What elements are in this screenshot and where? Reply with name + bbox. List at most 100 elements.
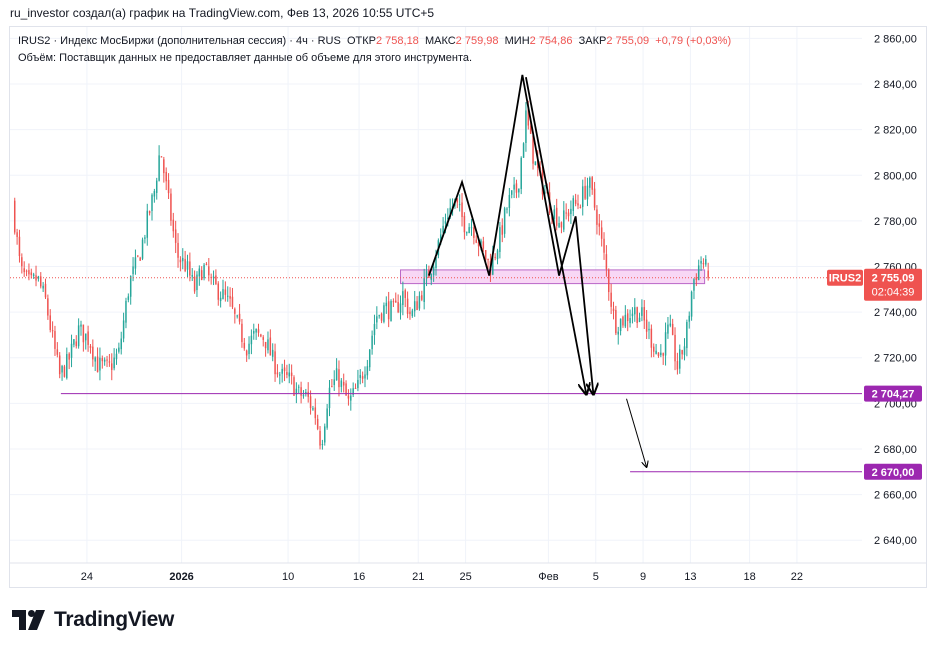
candle (58, 352, 61, 379)
candle (475, 235, 477, 244)
candle (267, 331, 269, 354)
candle-body (667, 324, 669, 334)
candle (302, 390, 305, 399)
price-tick-label: 2 820,00 (874, 125, 917, 137)
candle-body (695, 277, 698, 280)
candle-body (522, 143, 525, 158)
candle-body (108, 361, 111, 363)
candle-body (357, 379, 359, 388)
candle (494, 253, 496, 261)
candle-body (544, 191, 546, 194)
candle (203, 263, 205, 281)
candle-body (456, 198, 459, 203)
candle-body (468, 227, 470, 234)
price-tick-label: 2 860,00 (874, 33, 917, 45)
candle (158, 145, 160, 182)
candle (243, 337, 246, 351)
candle-body (347, 395, 350, 399)
candle-body (605, 254, 608, 270)
candle (506, 207, 508, 214)
candle-body (638, 317, 641, 323)
tradingview-logo[interactable]: TradingView (12, 608, 174, 632)
candle-body (409, 311, 411, 315)
candle (638, 312, 641, 323)
candle (515, 179, 518, 199)
candle-body (425, 271, 428, 278)
candle (368, 348, 371, 371)
candle (662, 352, 664, 365)
candle (293, 375, 295, 397)
candle (305, 388, 307, 397)
tradingview-logo-icon (12, 610, 45, 630)
candle (309, 390, 312, 415)
candle-body (700, 260, 702, 264)
candle (23, 261, 25, 277)
candle-body (148, 211, 151, 214)
candle (617, 326, 619, 345)
candle (686, 319, 688, 357)
candle-body (115, 353, 118, 360)
candle-body (174, 229, 177, 243)
candle-body (681, 350, 683, 355)
candle-body (610, 292, 612, 307)
candle-body (473, 227, 475, 238)
candle (560, 221, 563, 234)
candle (657, 352, 660, 358)
candle-body (352, 388, 354, 395)
candle-body (224, 289, 227, 295)
candle-body (283, 367, 286, 372)
symbol-title: IRUS2 · Индекс МосБиржи (дополнительная … (18, 35, 341, 47)
candle (139, 256, 141, 261)
candle (257, 323, 260, 337)
candle (286, 364, 288, 379)
candle-body (309, 396, 312, 409)
candle-body (13, 200, 16, 233)
candle-body (404, 290, 406, 298)
candle (695, 273, 698, 287)
candle (184, 250, 186, 273)
candle (660, 344, 662, 358)
candle-body (84, 333, 87, 341)
candle-body (378, 315, 380, 317)
candle-body (652, 346, 655, 352)
candle (127, 293, 130, 303)
candle (253, 323, 255, 340)
candle-body (295, 388, 298, 395)
candle (238, 303, 241, 325)
candle-body (631, 313, 634, 317)
candle (399, 295, 402, 320)
candle-body (54, 331, 56, 349)
candle (608, 268, 610, 301)
candle-body (513, 184, 515, 190)
candle-body (184, 259, 186, 272)
candle (319, 426, 321, 450)
candle-body (16, 232, 18, 238)
candle (120, 331, 122, 355)
candle (390, 299, 392, 322)
candle-body (593, 188, 596, 208)
candle-body (99, 357, 101, 371)
candle-body (63, 366, 66, 377)
candle-body (399, 303, 402, 313)
candle (18, 229, 21, 263)
candle-body (475, 239, 477, 243)
candle-body (191, 275, 193, 277)
candle-body (553, 209, 556, 220)
candle-body (82, 324, 85, 343)
candle-body (480, 240, 482, 247)
candle-body (18, 236, 21, 257)
candle-body (598, 223, 601, 227)
candle-body (58, 355, 61, 375)
candle (413, 290, 416, 317)
candle (56, 342, 59, 358)
candle (274, 343, 276, 382)
candle-body (508, 194, 511, 208)
candle (338, 360, 340, 397)
candle (634, 298, 636, 322)
candle-body (463, 215, 466, 233)
candle-body (264, 341, 267, 349)
candle (510, 190, 513, 199)
candle-body (600, 227, 603, 239)
candle-body (371, 335, 373, 350)
